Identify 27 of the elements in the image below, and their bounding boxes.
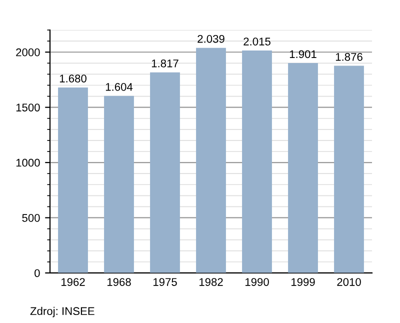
x-tick-label: 1982 (199, 278, 223, 286)
data-label: 1.604 (106, 83, 133, 91)
data-label: 1.876 (336, 52, 362, 61)
y-tick-label: 500 (22, 214, 40, 222)
data-label: 2.015 (244, 38, 270, 46)
bar (288, 63, 318, 273)
y-tick-label: 1500 (16, 104, 40, 112)
y-tick-label: 2000 (16, 48, 40, 56)
bar (58, 87, 88, 273)
bar (104, 96, 134, 273)
x-tick-label: 1962 (61, 278, 85, 286)
data-label: 1.901 (290, 50, 316, 58)
bar (242, 50, 272, 273)
bar (150, 72, 180, 273)
data-label: 1.817 (152, 59, 178, 68)
x-tick-label: 1999 (291, 278, 315, 286)
text: Zdroj: INSEE (30, 306, 94, 318)
bar (334, 66, 364, 273)
y-tick-label: 1000 (16, 158, 40, 167)
bar (196, 48, 226, 273)
x-tick-label: 1975 (153, 278, 177, 286)
x-tick-label: 2010 (337, 278, 361, 286)
x-tick-label: 1990 (245, 278, 269, 286)
data-label: 2.039 (198, 34, 224, 43)
x-tick-label: 1968 (107, 278, 131, 286)
y-tick-label: 0 (34, 269, 40, 278)
data-label: 1.680 (60, 74, 86, 82)
